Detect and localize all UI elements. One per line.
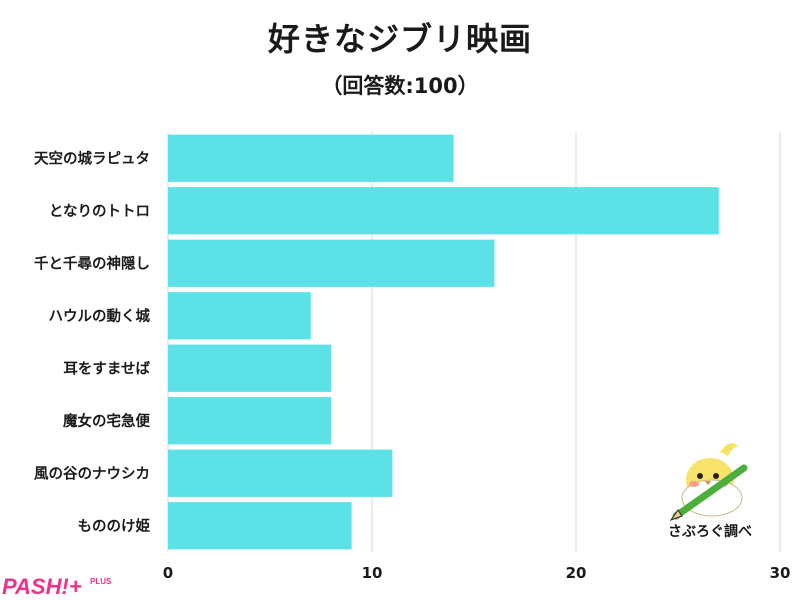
category-label: 天空の城ラピュタ bbox=[34, 149, 150, 167]
bar bbox=[168, 502, 352, 550]
bar bbox=[168, 397, 332, 445]
category-label: もののけ姫 bbox=[78, 517, 151, 535]
bar bbox=[168, 449, 393, 497]
bar bbox=[168, 134, 454, 182]
pash-plus-logo: PASH!+ PLUS bbox=[2, 574, 112, 599]
bar bbox=[168, 187, 719, 235]
category-label: 耳をすませば bbox=[63, 360, 150, 377]
bar bbox=[168, 239, 495, 287]
category-label: ハウルの動く城 bbox=[49, 307, 151, 325]
x-tick-label: 30 bbox=[770, 564, 791, 582]
source-credit: さぶろぐ調べ bbox=[668, 524, 752, 540]
category-label: 魔女の宅急便 bbox=[63, 412, 150, 430]
x-tick-label: 10 bbox=[362, 564, 383, 582]
category-label: 千と千尋の神隠し bbox=[34, 254, 150, 272]
logo-text: PASH!+ bbox=[2, 574, 82, 599]
logo-small-text: PLUS bbox=[90, 577, 112, 586]
bird-mascot-icon bbox=[669, 443, 748, 522]
x-tick-labels: 0 10 20 30 bbox=[163, 564, 791, 582]
bar bbox=[168, 344, 332, 392]
x-tick-label: 20 bbox=[566, 564, 587, 582]
category-labels: 天空の城ラピュタとなりのトトロ千と千尋の神隠しハウルの動く城耳をすませば魔女の宅… bbox=[34, 149, 150, 535]
chart-subtitle: （回答数:100） bbox=[321, 74, 479, 98]
x-tick-label: 0 bbox=[163, 564, 173, 582]
chart-title: 好きなジブリ映画 bbox=[267, 20, 532, 58]
category-label: となりのトトロ bbox=[49, 203, 150, 220]
category-label: 風の谷のナウシカ bbox=[34, 465, 150, 482]
bars bbox=[168, 134, 719, 550]
bar bbox=[168, 292, 311, 340]
